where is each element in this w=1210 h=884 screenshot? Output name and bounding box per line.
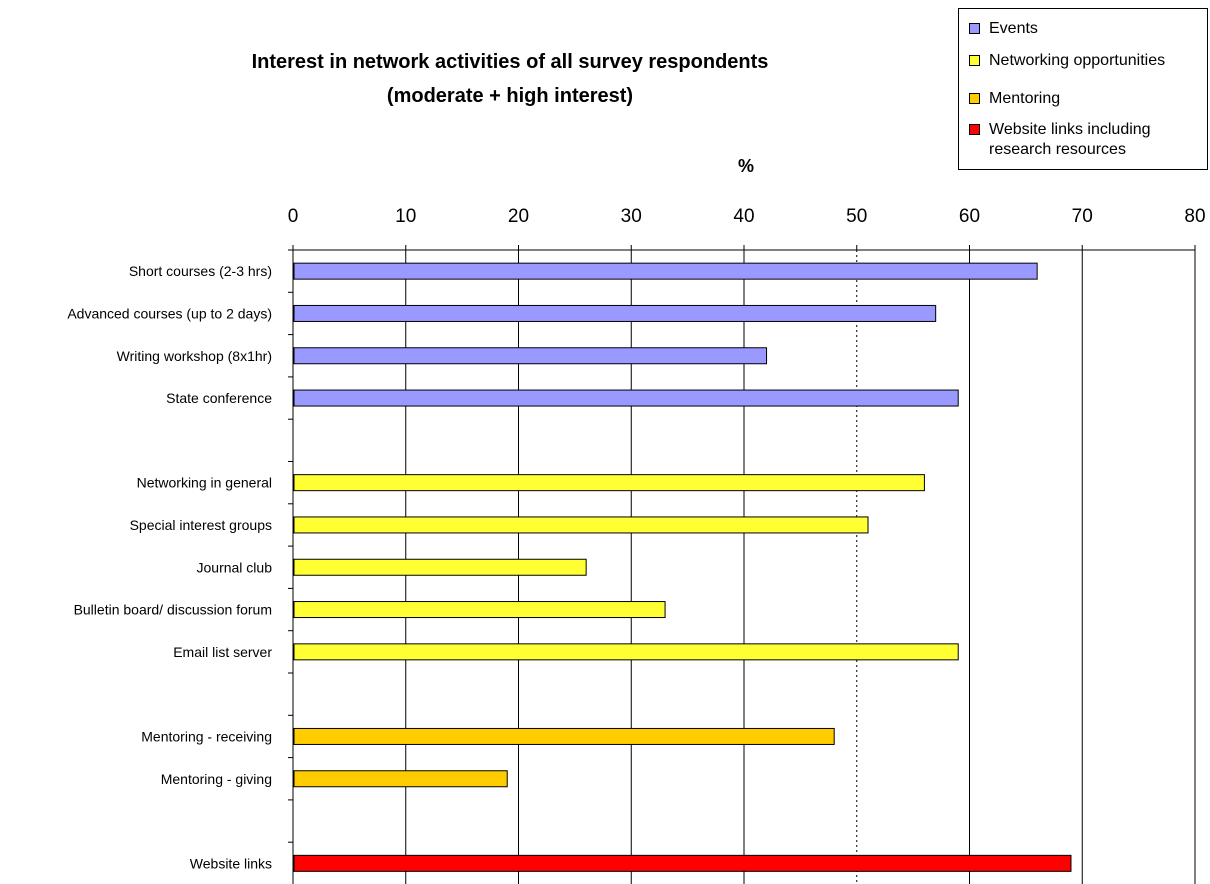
legend-swatch-events <box>969 23 980 34</box>
bar <box>293 474 925 492</box>
chart-title-line-1: Interest in network activities of all su… <box>251 51 769 73</box>
y-category-label: Short courses (2-3 hrs) <box>129 263 272 279</box>
x-tick-label: 30 <box>621 206 642 227</box>
legend-label-mentoring: Mentoring <box>989 90 1061 107</box>
y-category-label: Journal club <box>197 559 273 575</box>
legend-swatch-mentoring <box>969 93 980 104</box>
x-tick-label: 10 <box>395 206 416 227</box>
y-category-label: Mentoring - giving <box>161 771 272 787</box>
bar <box>293 854 1072 872</box>
y-category-label: Website links <box>190 855 272 871</box>
legend-label-website: Website links including research resourc… <box>989 121 1151 158</box>
chart-title: Interest in network activities of all su… <box>150 45 870 113</box>
x-tick-label: 60 <box>959 206 980 227</box>
bar <box>293 389 959 407</box>
bar <box>293 516 869 534</box>
chart-title-line-2: (moderate + high interest) <box>386 85 634 107</box>
y-category-label: Advanced courses (up to 2 days) <box>67 305 272 321</box>
x-axis-label: % <box>738 156 754 176</box>
y-category-label: Writing workshop (8x1hr) <box>117 348 272 364</box>
bar <box>293 643 959 661</box>
y-category-label: Special interest groups <box>130 517 272 533</box>
y-category-label: State conference <box>166 390 272 406</box>
x-tick-label: 0 <box>288 206 299 227</box>
bar <box>293 347 768 365</box>
bar <box>293 727 835 745</box>
legend-swatch-website <box>969 124 980 135</box>
bar <box>293 601 666 619</box>
x-tick-label: 70 <box>1072 206 1093 227</box>
x-tick-label: 80 <box>1184 206 1205 227</box>
y-category-label: Email list server <box>173 644 272 660</box>
legend-swatch-networking <box>969 55 980 66</box>
bar <box>293 558 587 576</box>
x-tick-label: 50 <box>846 206 867 227</box>
x-tick-label: 20 <box>508 206 529 227</box>
legend-label-events: Events <box>989 20 1038 37</box>
x-tick-label: 40 <box>733 206 754 227</box>
bar <box>293 262 1038 280</box>
y-category-label: Mentoring - receiving <box>141 728 272 744</box>
y-category-label: Networking in general <box>137 475 272 491</box>
legend: Events Networking opportunities Mentorin… <box>958 8 1208 170</box>
y-category-label: Bulletin board/ discussion forum <box>74 602 272 618</box>
legend-label-networking: Networking opportunities <box>989 52 1166 69</box>
bar <box>293 304 937 322</box>
bar <box>293 770 508 788</box>
